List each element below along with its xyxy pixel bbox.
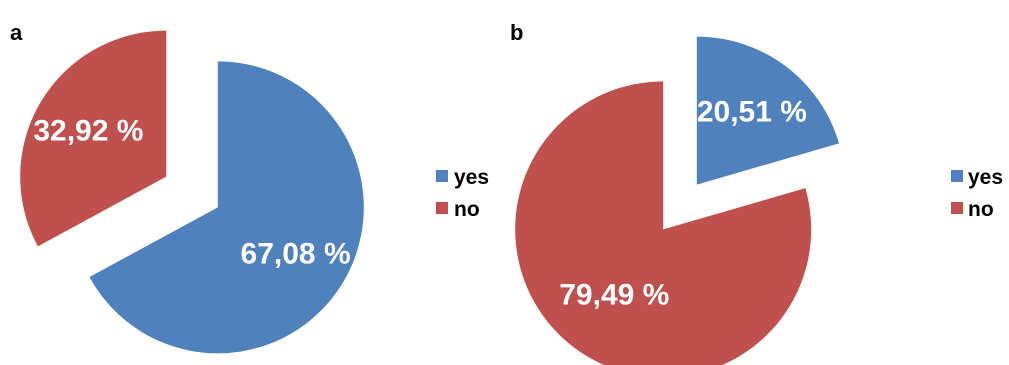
legend-label-no: no	[454, 198, 480, 221]
panel-label-b: b	[510, 20, 523, 45]
slice-value-label-yes: 20,51 %	[697, 95, 807, 128]
pie-slice-labels-b: 20,51 % 79,49 %	[559, 95, 807, 311]
panel-label-a: a	[10, 20, 23, 45]
slice-value-label-no: 79,49 %	[559, 279, 669, 312]
legend-swatch-no	[436, 202, 448, 214]
pie-slices-b	[515, 36, 839, 365]
legend-swatch-yes	[436, 170, 448, 182]
pie-panel-a: a 67,08 % 32,92 % yes no	[10, 20, 489, 354]
legend-b: yes no	[951, 166, 1003, 221]
legend-swatch-yes	[951, 170, 963, 182]
legend-swatch-no	[951, 202, 963, 214]
slice-value-label-no: 32,92 %	[33, 114, 143, 147]
pie-slice-no	[515, 81, 812, 365]
legend-label-no: no	[968, 198, 994, 221]
legend-label-yes: yes	[968, 166, 1003, 189]
pie-slices-a	[20, 30, 364, 354]
pie-slice-no	[20, 30, 167, 247]
pie-slice-yes	[696, 36, 839, 185]
legend-a: yes no	[436, 166, 489, 221]
slice-value-label-yes: 67,08 %	[241, 238, 351, 271]
pie-slice-yes	[89, 61, 364, 354]
pie-panel-b: b 20,51 % 79,49 % yes no	[510, 20, 1003, 365]
pie-slice-labels-a: 67,08 % 32,92 %	[33, 114, 350, 270]
legend-label-yes: yes	[454, 166, 489, 189]
